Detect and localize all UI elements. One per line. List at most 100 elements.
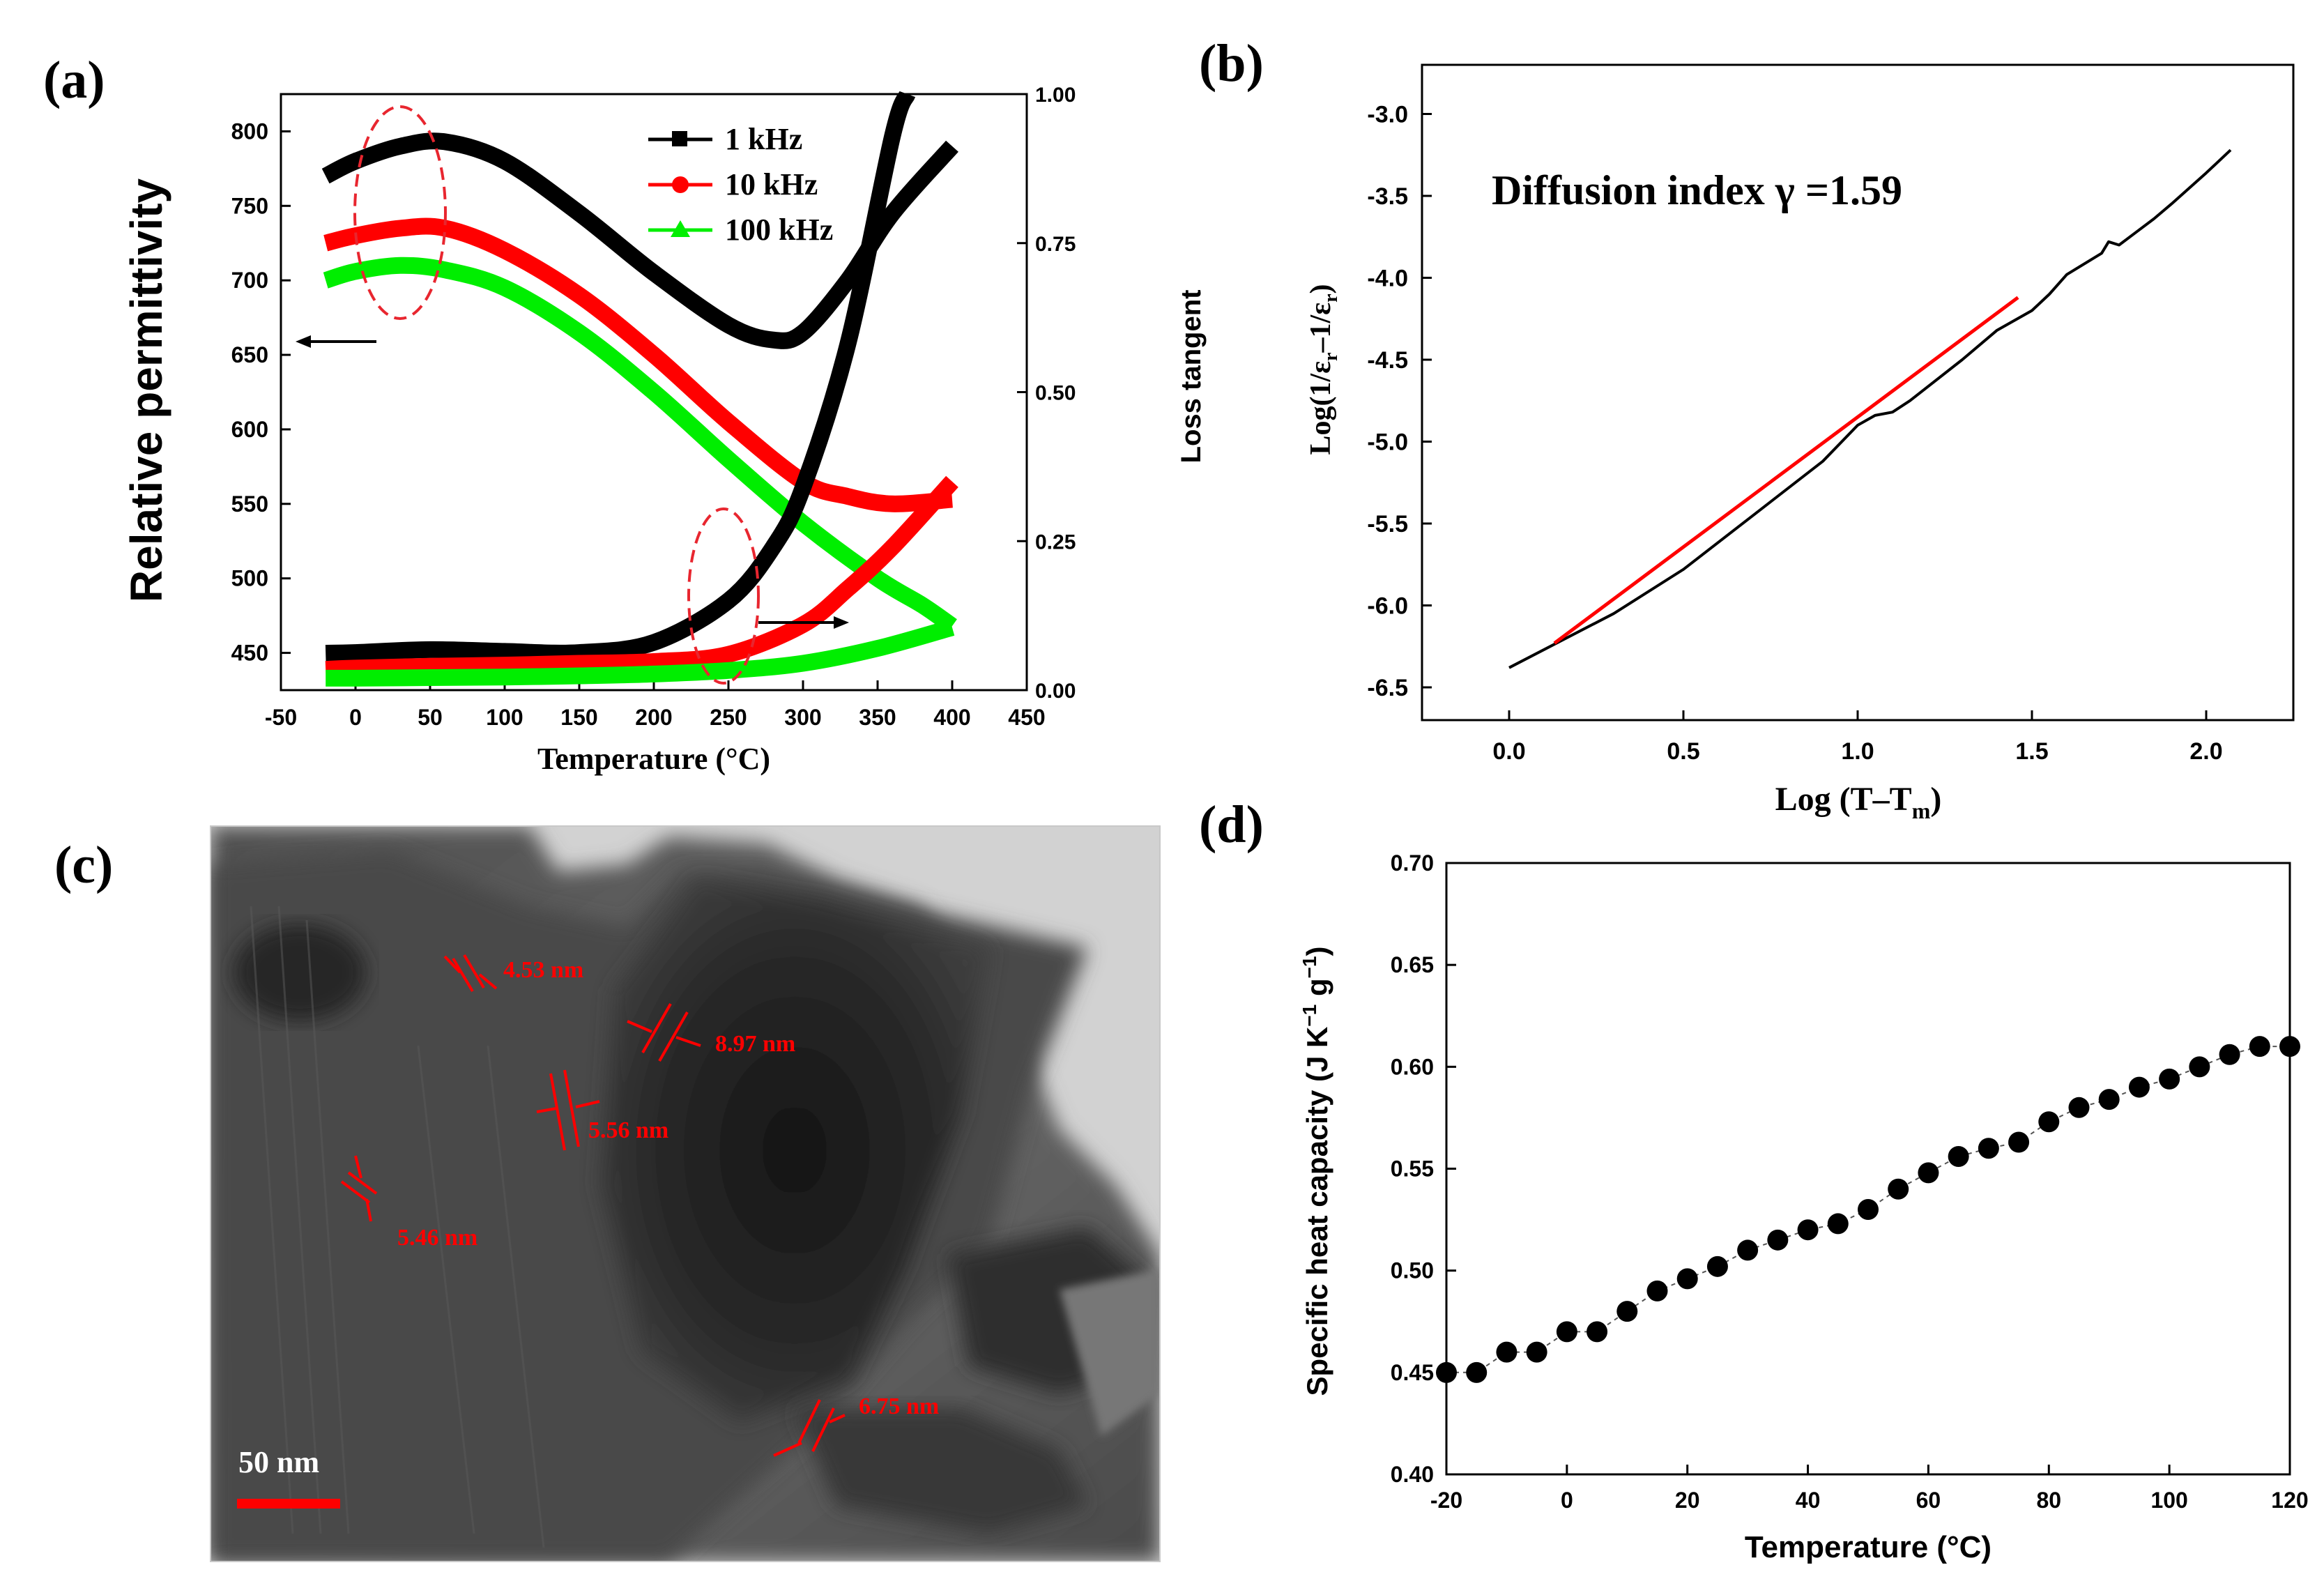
series-fit xyxy=(1553,296,2019,645)
x-tick-label: 50 xyxy=(418,705,443,730)
right-axis-arrow xyxy=(758,616,849,629)
panel-a-legend: 1 kHz 10 kHz 100 kHz xyxy=(648,122,833,247)
legend-label-1khz: 1 kHz xyxy=(725,122,802,156)
data-point xyxy=(2098,1089,2120,1110)
data-point xyxy=(1978,1138,1999,1159)
y-tick-label: 550 xyxy=(231,491,268,517)
x-tick-label: -20 xyxy=(1430,1488,1462,1513)
data-point xyxy=(2189,1056,2210,1078)
y-tick-label: 0.70 xyxy=(1391,850,1434,876)
label-5-46: 5.46 nm xyxy=(397,1225,477,1251)
measurement-5-56 xyxy=(536,1069,600,1151)
data-point xyxy=(1526,1341,1547,1363)
data-point xyxy=(2279,1036,2300,1058)
data-point xyxy=(2128,1076,2150,1098)
x-tick-label: 200 xyxy=(635,705,672,730)
panel-b-chart: 0.0 0.5 1.0 1.5 2.0 -6.5 -6.0 -5.5 -5.0 -4.5 -4.0 -… xyxy=(1305,63,2295,823)
legend-marker-circle xyxy=(672,176,689,193)
panel-d-series xyxy=(1436,1036,2300,1383)
y-tick-label: -3.5 xyxy=(1367,183,1408,210)
panel-d-ticks xyxy=(1445,862,2291,1476)
x-tick-label: 350 xyxy=(859,705,896,730)
y-tick-label: 0.50 xyxy=(1391,1258,1434,1283)
series-10-khz-right xyxy=(325,475,958,678)
series-10-khz-left xyxy=(323,217,954,512)
panel-b-series xyxy=(1508,148,2232,669)
measurement-4-53 xyxy=(443,954,498,993)
data-point xyxy=(1646,1280,1668,1301)
panel-d-frame xyxy=(1445,862,2291,1476)
y-tick-label: -4.0 xyxy=(1367,266,1408,292)
data-point xyxy=(1466,1361,1488,1383)
data-point xyxy=(2159,1068,2180,1090)
panel-a-xlabel: Temperature (°C) xyxy=(537,742,770,776)
measurement-8-97 xyxy=(627,1003,701,1062)
series-100-khz-right xyxy=(326,619,955,687)
panel-c-tem-image: 4.53 nm 8.97 nm 5.56 nm 5.46 nm 6.75 nm … xyxy=(210,825,1161,1562)
panel-a-series xyxy=(321,91,958,687)
data-point xyxy=(1767,1229,1789,1251)
panel-a-tick-labels: -50 0 50 100 150 200 250 300 350 400 450 450 500 550 6… xyxy=(231,84,1076,730)
series-100-khz-left xyxy=(323,257,957,633)
panel-d-label: (d) xyxy=(1199,795,1264,854)
data-point xyxy=(1556,1321,1577,1343)
data-point xyxy=(2068,1097,2090,1118)
measurement-6-75 xyxy=(773,1399,846,1457)
y2-tick-label: 0.50 xyxy=(1035,382,1076,405)
y-tick-label: 700 xyxy=(231,268,268,293)
measurement-5-46 xyxy=(340,1155,378,1222)
x-tick-label: 1.0 xyxy=(1841,738,1874,765)
y2-tick-label: 0.75 xyxy=(1035,233,1076,256)
legend-label-10khz: 10 kHz xyxy=(725,167,818,201)
panel-a-ylabel: Relative permittivity xyxy=(121,178,171,602)
legend-marker-square xyxy=(672,131,687,146)
panel-b-tick-labels: 0.0 0.5 1.0 1.5 2.0 -6.5 -6.0 -5.5 -5.0 -4.5 -4.0 -… xyxy=(1367,102,2222,765)
measurement-labels: 4.53 nm 8.97 nm 5.56 nm 5.46 nm 6.75 nm xyxy=(397,957,939,1419)
y-tick-label: -6.5 xyxy=(1367,675,1408,701)
x-tick-label: 0.5 xyxy=(1667,738,1699,765)
scale-bar xyxy=(237,1499,340,1509)
left-axis-arrow xyxy=(296,335,376,348)
panel-d-ylabel: Specific heat capacity (J K−1 g−1) xyxy=(1299,946,1333,1396)
panel-d-chart: -20 0 20 40 60 80 100 120 0.40 0.45 0.50 0.55 0.60 0.… xyxy=(1299,850,2309,1564)
y-tick-label: 750 xyxy=(231,193,268,218)
lattice-fringes xyxy=(250,906,545,1548)
panel-d-xlabel: Temperature (°C) xyxy=(1745,1530,1992,1564)
data-point xyxy=(1888,1178,1909,1200)
x-tick-label: 250 xyxy=(710,705,747,730)
y-tick-label: 600 xyxy=(231,417,268,442)
y2-tick-label: 1.00 xyxy=(1035,84,1076,107)
y-tick-label: 800 xyxy=(231,119,268,144)
panel-b-ylabel: Log(1/εr–1/εr) xyxy=(1305,284,1342,455)
data-point xyxy=(1706,1255,1728,1277)
y-tick-label: 0.55 xyxy=(1391,1156,1434,1182)
x-tick-label: 80 xyxy=(2036,1488,2061,1513)
data-point xyxy=(1616,1301,1638,1322)
data-point xyxy=(2038,1111,2060,1133)
legend-label-100khz: 100 kHz xyxy=(725,213,833,247)
series-1-khz-right xyxy=(325,91,916,662)
x-tick-label: 150 xyxy=(560,705,597,730)
x-tick-label: 40 xyxy=(1796,1488,1821,1513)
y2-tick-label: 0.00 xyxy=(1035,680,1076,703)
data-point xyxy=(1797,1219,1819,1241)
data-point xyxy=(2249,1036,2270,1058)
y-tick-label: 0.60 xyxy=(1391,1054,1434,1079)
panel-a-label: (a) xyxy=(43,51,105,109)
y-tick-label: -4.5 xyxy=(1367,347,1408,374)
panel-b-label: (b) xyxy=(1199,34,1264,93)
data-point xyxy=(1496,1341,1518,1363)
data-point xyxy=(1858,1198,1879,1220)
series-data xyxy=(1508,148,2232,669)
x-tick-label: 60 xyxy=(1916,1488,1941,1513)
x-tick-label: -50 xyxy=(265,705,297,730)
x-tick-label: 2.0 xyxy=(2189,738,2222,765)
y-tick-label: 650 xyxy=(231,342,268,367)
x-tick-label: 0.0 xyxy=(1492,738,1525,765)
x-tick-label: 400 xyxy=(933,705,970,730)
x-tick-label: 100 xyxy=(486,705,523,730)
y-tick-label: 0.65 xyxy=(1391,952,1434,977)
data-point xyxy=(1737,1239,1759,1261)
y-tick-label: 500 xyxy=(231,566,268,591)
